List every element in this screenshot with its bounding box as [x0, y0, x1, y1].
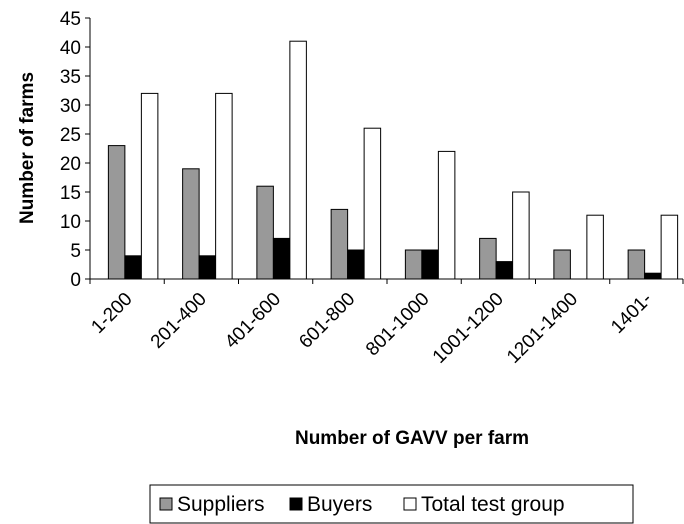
y-tick-label: 35	[60, 67, 81, 88]
bar	[107, 145, 126, 280]
x-tick-label: 1001-1200	[429, 289, 508, 368]
x-tick-label: 401-600	[221, 289, 285, 353]
legend-swatch	[403, 497, 417, 511]
bar	[495, 261, 514, 280]
bar	[421, 249, 439, 280]
bar	[479, 237, 497, 280]
x-tick-label: 1-200	[87, 289, 136, 338]
y-axis-label: Number of farms	[17, 72, 38, 224]
legend-label: Total test group	[421, 493, 565, 516]
bar	[182, 168, 200, 280]
legend-swatch	[289, 497, 303, 511]
bar	[198, 255, 217, 280]
y-tick-label: 10	[60, 212, 81, 233]
x-tick-label: 601-800	[295, 289, 359, 353]
y-tick-label: 5	[70, 241, 81, 262]
legend-label: Suppliers	[177, 493, 265, 516]
legend-box	[149, 484, 634, 524]
bar	[404, 249, 423, 280]
bar	[347, 249, 365, 280]
x-axis-label: Number of GAVV per farm	[295, 428, 529, 449]
legend-swatch	[159, 497, 173, 511]
bar	[215, 92, 233, 280]
bar	[289, 40, 307, 280]
bar	[124, 255, 142, 280]
bar	[256, 185, 274, 280]
x-tick-label: 1201-1400	[503, 289, 582, 368]
bar	[140, 92, 159, 280]
x-tick-label: 1401-	[607, 289, 656, 338]
bar	[272, 237, 291, 280]
y-tick-label: 15	[60, 183, 81, 204]
y-tick-label: 40	[60, 38, 81, 59]
legend-label: Buyers	[307, 493, 372, 516]
bar	[330, 208, 349, 280]
y-tick-label: 25	[60, 125, 81, 146]
bar	[437, 150, 456, 280]
y-tick-label: 30	[60, 96, 81, 117]
x-tick-label: 801-1000	[362, 289, 434, 361]
y-tick-label: 0	[70, 270, 81, 291]
bar	[363, 127, 382, 280]
x-tick-label: 201-400	[147, 289, 211, 353]
y-tick-label: 45	[60, 9, 81, 30]
bar	[553, 249, 571, 280]
bar	[627, 249, 646, 280]
bar	[512, 191, 530, 280]
bar	[660, 214, 679, 280]
y-tick-label: 20	[60, 154, 81, 175]
bar	[644, 272, 662, 280]
bar	[586, 214, 604, 280]
